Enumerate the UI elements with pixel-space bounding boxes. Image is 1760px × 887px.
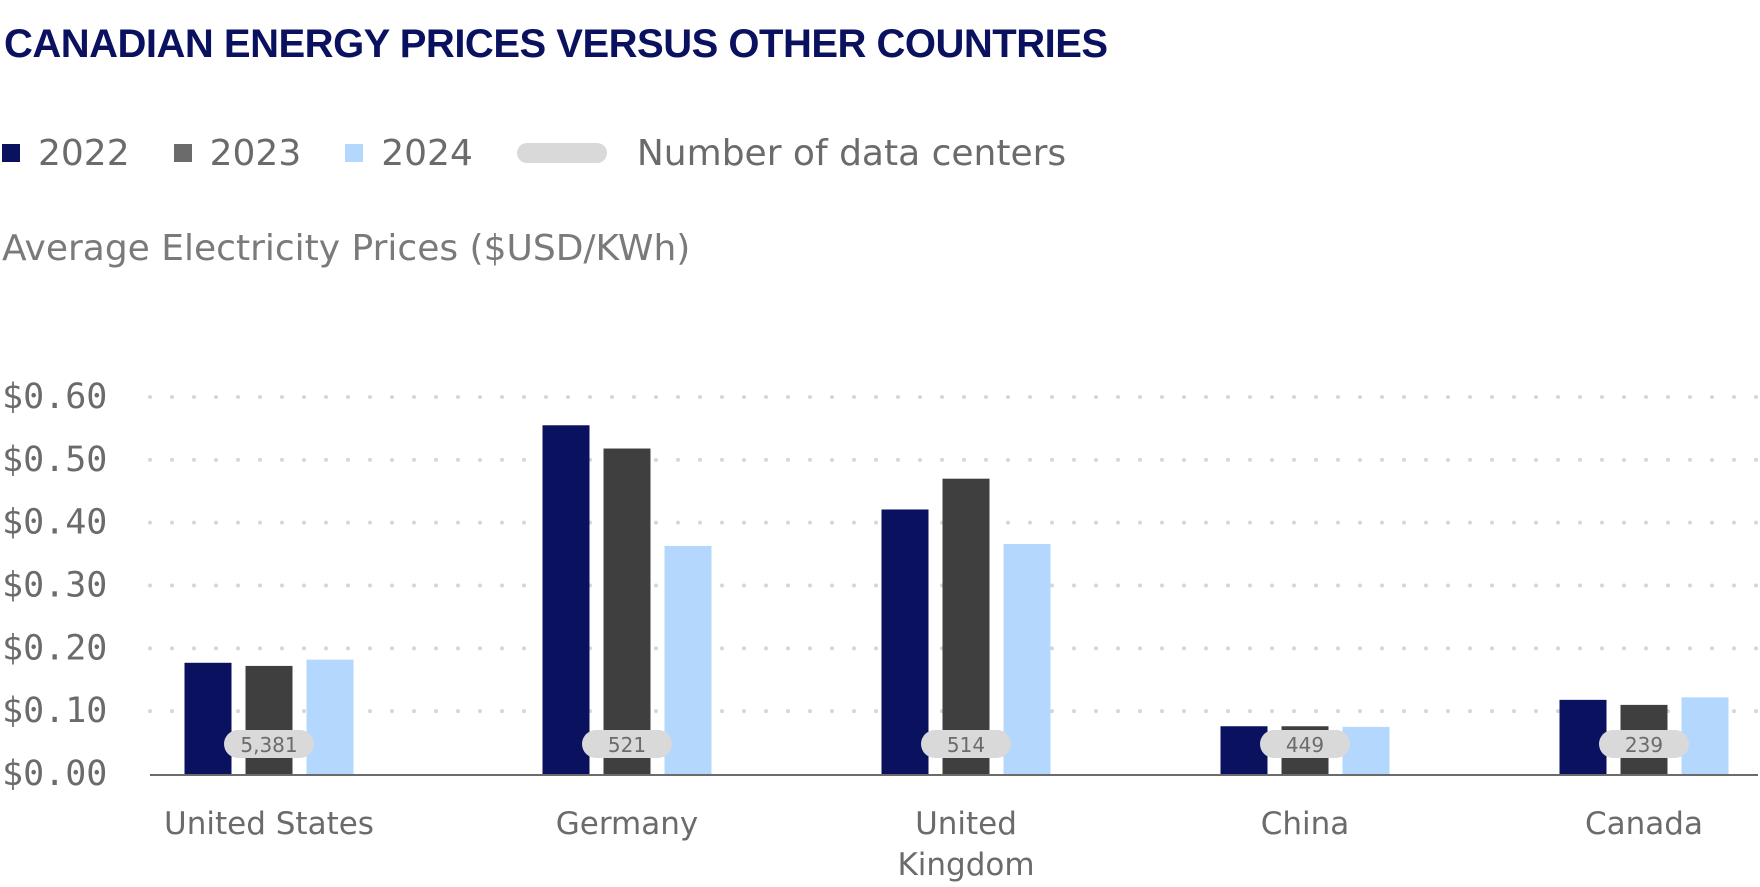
bar-2024 [306, 659, 354, 774]
legend-swatch-2024 [345, 144, 364, 162]
data-center-count: 514 [947, 733, 985, 757]
bar-2023 [603, 448, 651, 774]
y-tick-label: $0.00 [2, 754, 107, 794]
category-label: Canada [1585, 806, 1703, 842]
bar-2024 [664, 545, 712, 774]
legend-swatch-2023 [173, 144, 192, 162]
data-center-pill [224, 730, 314, 758]
legend-label-2022: 2022 [38, 132, 130, 174]
chart-title: CANADIAN ENERGY PRICES VERSUS OTHER COUN… [4, 22, 1108, 66]
bar-2024 [1681, 697, 1729, 774]
legend-swatch-2022 [2, 144, 20, 162]
data-center-count: 449 [1286, 733, 1324, 757]
y-tick-label: $0.50 [2, 440, 107, 480]
data-center-count: 521 [608, 733, 646, 757]
category-label: United States [164, 806, 374, 842]
data-center-count: 239 [1625, 733, 1663, 757]
legend-item-2022: 2022 [2, 133, 130, 174]
bar-2023 [942, 478, 990, 774]
legend-item-data-centers: Number of data centers [516, 132, 1067, 174]
y-tick-label: $0.40 [2, 503, 107, 543]
legend-pill-data-centers [516, 143, 607, 163]
category-label: China [1261, 806, 1350, 842]
data-center-pills: 5,381 521 514 449 239 [224, 730, 1689, 758]
bar-2024 [1342, 726, 1390, 774]
category-label: Kingdom [897, 847, 1034, 883]
bar-2022 [1220, 726, 1268, 774]
data-center-pill [582, 730, 672, 758]
y-tick-label: $0.20 [2, 628, 107, 668]
y-tick-label: $0.10 [2, 691, 107, 731]
y-tick-label: $0.60 [2, 377, 107, 417]
data-center-count: 5,381 [240, 733, 297, 757]
bars [184, 425, 1729, 774]
bar-2022 [881, 509, 929, 774]
legend: 2022 2023 2024 Number of data centers [2, 128, 1110, 178]
category-label: United [915, 806, 1017, 842]
y-axis-title: Average Electricity Prices ($USD/KWh) [2, 228, 691, 269]
bar-2022 [184, 662, 232, 774]
data-center-pill [921, 730, 1011, 758]
category-label: Germany [556, 806, 698, 842]
bar-2022 [1559, 699, 1607, 774]
y-tick-labels: $0.00 $0.10 $0.20 $0.30 $0.40 $0.50 $0.60 [2, 377, 107, 794]
legend-label-2023: 2023 [209, 132, 302, 174]
y-tick-label: $0.30 [2, 566, 107, 606]
legend-label-data-centers: Number of data centers [636, 132, 1067, 174]
bar-2024 [1003, 544, 1051, 774]
category-labels: United States Germany United Kingdom China Ca… [164, 806, 1703, 883]
data-center-pill [1599, 730, 1689, 758]
legend-item-2023: 2023 [173, 132, 302, 174]
grid-lines [148, 395, 1760, 714]
legend-label-2024: 2024 [381, 132, 473, 174]
bar-2022 [542, 425, 590, 774]
legend-item-2024: 2024 [345, 133, 473, 174]
data-center-pill [1260, 730, 1350, 758]
